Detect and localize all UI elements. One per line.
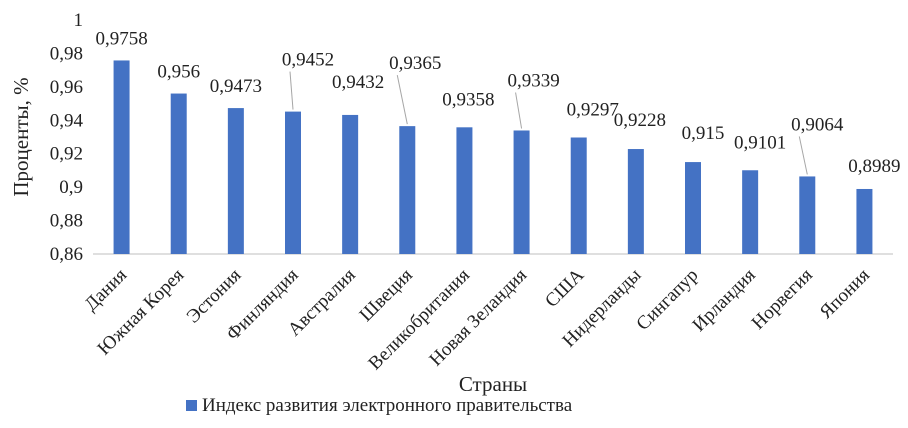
bar <box>227 108 244 254</box>
x-tick-label: Дания <box>81 265 132 316</box>
y-axis-title: Проценты, % <box>9 77 33 196</box>
leader-line <box>396 75 408 125</box>
bar <box>513 130 530 254</box>
bar <box>856 188 873 254</box>
bar <box>742 170 759 254</box>
data-label: 0,9297 <box>567 100 619 121</box>
bar <box>570 137 587 254</box>
y-axis-ticks: 0,86 0,88 0,9 0,92 0,94 0,96 0,98 1 <box>50 10 84 265</box>
leader-lines <box>289 71 808 175</box>
leader-line <box>798 136 808 175</box>
leader-line <box>289 71 294 110</box>
bar <box>627 149 644 254</box>
x-tick-label: США <box>541 264 588 311</box>
y-tick-label: 0,98 <box>50 43 83 64</box>
y-tick-label: 0,9 <box>59 177 83 198</box>
data-label: 0,9758 <box>95 28 147 49</box>
x-tick-label: Новая Зеландия <box>425 265 531 371</box>
y-tick-label: 0,94 <box>50 110 84 131</box>
bar <box>113 60 130 254</box>
y-tick-label: 1 <box>74 10 84 31</box>
data-label: 0,915 <box>682 123 725 144</box>
bars <box>113 60 873 255</box>
data-label: 0,9339 <box>507 70 559 91</box>
legend-swatch <box>186 400 197 411</box>
bar <box>170 93 187 255</box>
y-tick-label: 0,88 <box>50 211 83 232</box>
x-tick-label: Норвегия <box>748 265 817 334</box>
y-tick-label: 0,92 <box>50 144 83 165</box>
legend: Индекс развития электронного правительст… <box>186 395 573 416</box>
x-tick-label: Ирландия <box>689 265 760 336</box>
legend-label: Индекс развития электронного правительст… <box>202 395 573 416</box>
y-tick-label: 0,86 <box>50 244 83 265</box>
data-label: 0,9101 <box>734 132 786 153</box>
bar <box>799 176 816 254</box>
y-tick-label: 0,96 <box>50 77 83 98</box>
bar <box>285 111 301 254</box>
data-label: 0,9473 <box>210 76 262 97</box>
bar <box>456 127 473 254</box>
data-label: 0,9365 <box>389 53 441 74</box>
data-label: 0,9432 <box>332 72 384 93</box>
bar <box>685 162 701 254</box>
data-label: 0,9452 <box>282 50 334 71</box>
x-tick-label: Великобритания <box>364 265 474 375</box>
bar <box>399 126 416 254</box>
leader-line <box>515 92 523 129</box>
data-label: 0,9358 <box>442 89 494 110</box>
x-axis-title: Страны <box>459 372 527 396</box>
x-tick-label: Япония <box>816 265 874 323</box>
data-label: 0,956 <box>157 62 200 83</box>
data-label: 0,9228 <box>614 110 666 131</box>
data-label: 0,9064 <box>791 114 844 135</box>
data-labels: 0,9758 0,956 0,9473 0,94520,94320,93650,935… <box>95 28 900 177</box>
bar <box>342 114 359 255</box>
data-label: 0,8989 <box>848 156 900 177</box>
